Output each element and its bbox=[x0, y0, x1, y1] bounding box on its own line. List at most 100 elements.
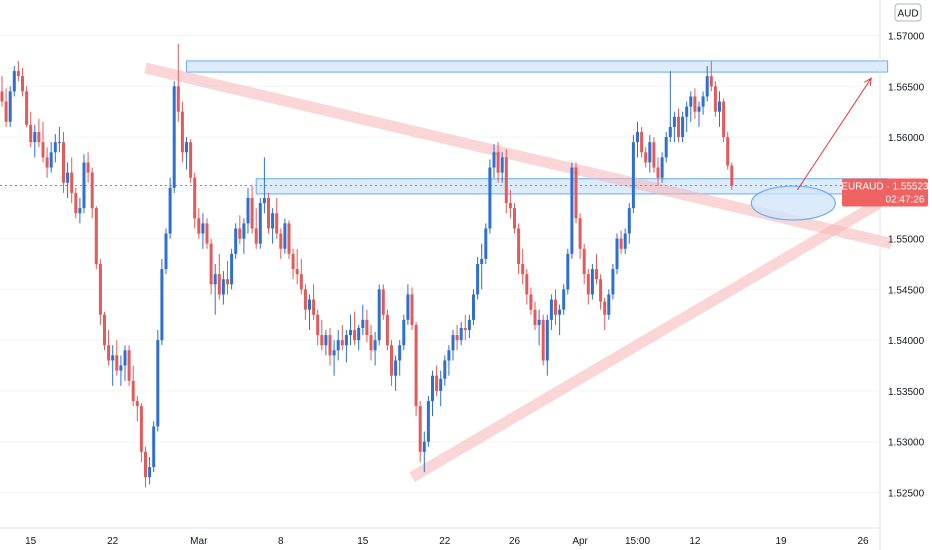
candle-body bbox=[689, 96, 693, 107]
candle bbox=[402, 314, 406, 351]
candle bbox=[12, 66, 16, 97]
candle-body bbox=[652, 142, 656, 168]
candle bbox=[271, 208, 275, 244]
candle bbox=[549, 294, 553, 330]
currency-button[interactable]: AUD bbox=[894, 3, 922, 22]
candle-body bbox=[521, 264, 525, 275]
candle bbox=[303, 284, 307, 320]
candle-body bbox=[139, 406, 143, 452]
annotation-drawings[interactable] bbox=[750, 77, 872, 221]
candle bbox=[484, 223, 488, 264]
candle bbox=[103, 311, 106, 351]
candle bbox=[504, 149, 508, 214]
time-axis[interactable]: 15 22 Mar 8 15 22 26 Apr 15:00 12 19 26 bbox=[25, 536, 869, 547]
candle-body bbox=[152, 426, 156, 468]
ascending-trendline[interactable] bbox=[409, 198, 883, 482]
candle-body bbox=[324, 335, 328, 346]
price-tick-label: 1.52500 bbox=[888, 488, 925, 499]
candle-body bbox=[492, 152, 496, 168]
candle-body bbox=[730, 165, 734, 186]
candle-body bbox=[390, 345, 393, 376]
candle bbox=[652, 137, 656, 173]
candle bbox=[570, 162, 574, 259]
candle bbox=[377, 284, 381, 346]
candle-body bbox=[549, 299, 553, 320]
candle bbox=[70, 157, 74, 204]
currency-button-frame bbox=[894, 3, 922, 22]
candle-body bbox=[131, 380, 135, 402]
candle bbox=[508, 189, 512, 219]
projection-arrowhead bbox=[864, 77, 872, 87]
candle-body bbox=[439, 378, 443, 391]
candle bbox=[644, 147, 648, 168]
candle-body bbox=[295, 269, 299, 275]
candle bbox=[254, 208, 258, 249]
candle bbox=[672, 111, 676, 143]
candle-body bbox=[693, 96, 697, 112]
candle bbox=[127, 345, 131, 386]
candle bbox=[21, 68, 24, 97]
candle bbox=[385, 309, 389, 351]
candle bbox=[152, 421, 156, 473]
resistance-zone[interactable] bbox=[186, 60, 889, 73]
candle-body bbox=[414, 324, 418, 407]
candle bbox=[664, 132, 668, 163]
retest-ellipse[interactable] bbox=[750, 185, 836, 221]
candle bbox=[476, 256, 480, 300]
candle-body bbox=[262, 198, 266, 204]
candle-body bbox=[217, 274, 221, 295]
candle bbox=[713, 81, 717, 117]
candle bbox=[689, 91, 693, 122]
candle-body bbox=[49, 152, 53, 168]
projection-arrow-line[interactable] bbox=[796, 77, 872, 191]
candle bbox=[82, 154, 86, 214]
candle bbox=[390, 340, 393, 386]
candle-body bbox=[365, 319, 369, 336]
candle bbox=[541, 314, 545, 366]
candle bbox=[365, 309, 369, 343]
candle bbox=[217, 253, 221, 300]
candle-body bbox=[381, 289, 385, 315]
candle-body bbox=[529, 294, 533, 310]
candle-body bbox=[185, 142, 188, 153]
candle-body bbox=[340, 340, 344, 346]
candle-body bbox=[291, 253, 295, 270]
price-axis[interactable]: 1.570001.565001.560001.555001.550001.545… bbox=[888, 32, 925, 500]
candle-body bbox=[472, 294, 475, 320]
candle-body bbox=[640, 132, 644, 153]
candle-body bbox=[344, 335, 348, 346]
price-tick-label: 1.55000 bbox=[888, 235, 925, 246]
candle-body bbox=[62, 142, 65, 183]
candle bbox=[439, 370, 443, 407]
candle bbox=[45, 147, 49, 178]
candle bbox=[185, 137, 188, 170]
candle bbox=[426, 396, 430, 447]
candle bbox=[525, 269, 529, 305]
candle-body bbox=[631, 142, 635, 209]
candle bbox=[529, 287, 533, 315]
candle-body bbox=[12, 71, 16, 92]
candle bbox=[267, 192, 270, 234]
candle bbox=[357, 324, 361, 351]
currency-button-label: AUD bbox=[897, 9, 918, 20]
candle bbox=[209, 238, 213, 295]
candle-body bbox=[115, 355, 119, 371]
candle-body bbox=[713, 86, 717, 112]
candle bbox=[226, 260, 229, 295]
candle bbox=[373, 332, 377, 366]
candle bbox=[660, 152, 664, 183]
candle bbox=[205, 218, 209, 249]
candle bbox=[344, 330, 348, 363]
candle bbox=[562, 284, 566, 315]
candle-body bbox=[230, 253, 234, 285]
candle bbox=[685, 101, 689, 132]
time-tick-label: 15 bbox=[357, 536, 369, 547]
candle-body bbox=[517, 228, 521, 264]
grid-lines bbox=[0, 35, 880, 493]
candle bbox=[29, 111, 33, 148]
bar-countdown-label: 02:47:26 bbox=[886, 195, 925, 206]
candle-body bbox=[82, 162, 86, 209]
candle-body bbox=[513, 208, 516, 229]
last-price-tag-background bbox=[842, 178, 928, 207]
